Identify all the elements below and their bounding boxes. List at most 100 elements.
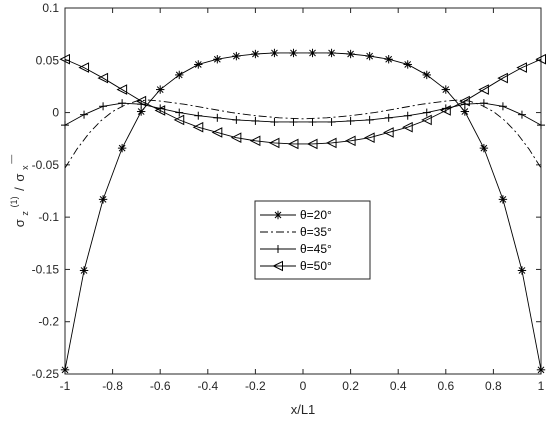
data-point <box>194 60 203 69</box>
y-tick-label: -0.05 <box>32 158 60 172</box>
data-point <box>535 53 546 65</box>
y-tick-label: 0.1 <box>42 1 59 15</box>
data-point <box>498 102 507 111</box>
plot-area <box>64 7 542 375</box>
data-point <box>79 266 89 275</box>
data-point <box>194 111 203 120</box>
data-point <box>268 137 280 149</box>
data-point <box>251 116 260 125</box>
data-point <box>308 48 317 58</box>
legend-label: θ=50° <box>300 259 332 273</box>
data-point <box>441 85 450 94</box>
data-point <box>173 114 185 126</box>
y-label-base: σ <box>12 219 27 227</box>
data-point <box>175 70 184 80</box>
series-2 <box>64 99 542 169</box>
data-point <box>156 85 165 94</box>
data-point <box>116 84 128 95</box>
y-tick-label: 0 <box>52 106 59 120</box>
data-point <box>460 107 470 116</box>
data-point <box>365 51 374 61</box>
data-point <box>346 49 355 59</box>
series-4 <box>59 53 546 150</box>
data-point <box>516 62 527 73</box>
series-1 <box>60 48 546 375</box>
legend-item-2: θ=35° <box>260 225 332 239</box>
axis-ticks: -1 -0.8 -0.6 -0.4 -0.2 0 0.2 0.4 0.6 0.8 1 -0.25 -0.… <box>32 1 545 393</box>
legend-label: θ=20° <box>300 208 332 222</box>
data-point <box>99 102 108 111</box>
data-point <box>249 135 261 147</box>
data-point <box>211 127 223 138</box>
data-point <box>402 121 413 133</box>
data-point <box>478 84 489 95</box>
data-point <box>232 115 241 124</box>
data-point <box>306 138 318 150</box>
x-axis-label: x/L1 <box>291 402 316 417</box>
x-tick-label: 0.6 <box>437 379 454 393</box>
data-point <box>536 365 546 375</box>
data-point <box>440 105 451 116</box>
data-point <box>325 137 337 149</box>
y-label-base2: σ <box>12 174 27 182</box>
data-point <box>98 195 108 204</box>
series-line <box>64 99 542 169</box>
y-label-separator: / <box>12 187 27 191</box>
x-tick-label: 0.8 <box>485 379 502 393</box>
data-point <box>289 48 298 58</box>
data-point <box>154 105 166 116</box>
x-tick-label: -0.2 <box>245 379 266 393</box>
data-point <box>78 62 90 73</box>
data-point <box>497 72 508 84</box>
data-point <box>117 143 127 153</box>
data-point <box>213 113 222 122</box>
y-label-sub2: x <box>20 165 30 170</box>
x-tick-label: -0.6 <box>150 379 171 393</box>
data-point <box>517 266 527 275</box>
data-point <box>344 135 356 147</box>
x-tick-label: 1 <box>538 379 545 393</box>
x-tick-label: 0 <box>300 379 307 393</box>
data-point <box>327 48 336 58</box>
data-point <box>498 195 508 204</box>
data-point <box>61 121 69 130</box>
y-tick-label: 0.05 <box>36 53 60 67</box>
data-point <box>289 117 298 126</box>
data-point <box>287 138 299 150</box>
x-tick-label: 0.4 <box>390 379 407 393</box>
y-tick-label: -0.2 <box>38 315 59 329</box>
data-point <box>421 114 432 126</box>
data-point <box>270 117 279 126</box>
data-point <box>308 117 317 126</box>
data-point <box>251 49 260 59</box>
legend-marker <box>273 210 283 220</box>
legend-item-3: θ=45° <box>260 242 332 256</box>
series-line <box>64 52 542 370</box>
y-label-sub: z <box>20 211 30 216</box>
y-tick-label: -0.25 <box>32 367 60 381</box>
data-point <box>136 107 146 116</box>
data-point <box>422 108 431 117</box>
data-point <box>60 365 70 375</box>
legend-item-1: θ=20° <box>260 208 332 222</box>
x-tick-label: -0.8 <box>102 379 123 393</box>
data-point <box>479 143 489 153</box>
data-point <box>118 99 127 108</box>
data-point <box>270 48 279 58</box>
data-point <box>365 115 374 124</box>
data-point <box>459 95 470 107</box>
svg-text:σ z (1) /: σ z (1) / σ x — <box>5 155 31 227</box>
y-axis-label: σ z (1) / σ x — <box>5 155 31 227</box>
data-point <box>479 99 488 108</box>
legend-label: θ=35° <box>300 225 332 239</box>
legend: θ=20° θ=35° θ=45° θ=50° <box>254 200 371 280</box>
series-layer <box>59 48 546 375</box>
data-point <box>230 132 242 143</box>
data-point <box>517 110 526 119</box>
data-point <box>175 108 184 117</box>
data-point <box>59 53 70 65</box>
legend-label: θ=45° <box>300 242 332 256</box>
x-tick-label: -0.4 <box>197 379 218 393</box>
data-point <box>192 121 204 133</box>
